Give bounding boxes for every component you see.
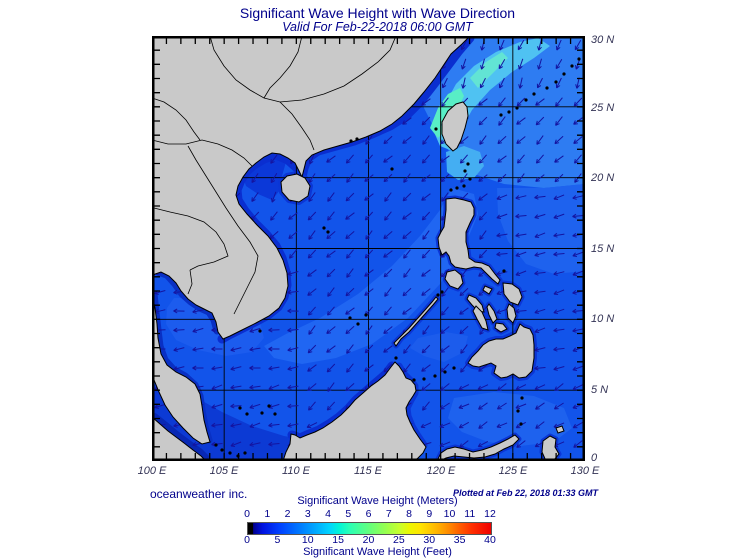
meters-tick-label: 12 <box>484 508 496 520</box>
small-islands <box>214 57 581 458</box>
feet-tick-label: 30 <box>423 534 436 546</box>
lon-label: 120 E <box>426 465 456 477</box>
meters-tick-label: 9 <box>426 508 433 520</box>
degree-ticks <box>154 38 583 459</box>
legend-meters-label: Significant Wave Height (Meters) <box>297 495 458 507</box>
feet-tick-label: 10 <box>301 534 314 546</box>
lon-label: 115 E <box>354 465 382 477</box>
map-frame <box>152 36 585 461</box>
feet-tick-label: 15 <box>332 534 344 546</box>
lat-label: 15 N <box>591 243 615 255</box>
country-borders <box>151 35 397 315</box>
wave-height-colorbar <box>247 522 492 535</box>
meters-tick-label: 0 <box>244 508 250 520</box>
legend-feet-ticks: 0 5 10 15 20 25 30 35 40 <box>244 534 496 546</box>
oceanweather-credit: oceanweather inc. <box>150 487 248 501</box>
meters-tick-label: 7 <box>385 508 392 520</box>
meters-tick-label: 4 <box>325 508 331 520</box>
meters-tick-label: 6 <box>365 508 372 520</box>
lat-label: 10 N <box>591 313 615 325</box>
meters-tick-label: 1 <box>264 508 271 520</box>
meters-tick-label: 10 <box>443 508 456 520</box>
feet-tick-label: 0 <box>244 534 250 546</box>
lat-label: 30 N <box>591 34 615 46</box>
lat-label: 25 N <box>591 102 615 114</box>
lon-label: 125 E <box>498 465 528 477</box>
map-area <box>149 33 585 465</box>
meters-tick-label: 3 <box>304 508 311 520</box>
meters-tick-label: 5 <box>345 508 352 520</box>
feet-tick-label: 35 <box>453 534 466 546</box>
lon-label: 130 E <box>570 465 600 477</box>
legend-feet-label: Significant Wave Height (Feet) <box>303 546 452 558</box>
page-title: Significant Wave Height with Wave Direct… <box>239 5 516 21</box>
feet-tick-label: 25 <box>393 534 405 546</box>
lat-label: 20 N <box>591 172 615 184</box>
lon-label: 110 E <box>282 465 310 477</box>
lat-label: 0 <box>591 452 598 464</box>
feet-tick-label: 20 <box>362 534 375 546</box>
meters-tick-label: 8 <box>406 508 412 520</box>
lon-label: 100 E <box>137 465 167 477</box>
valid-time-subtitle: Valid For Feb-22-2018 06:00 GMT <box>282 20 473 34</box>
feet-tick-label: 5 <box>274 534 281 546</box>
lat-label: 5 N <box>591 384 609 396</box>
feet-tick-label: 40 <box>484 534 496 546</box>
lon-label: 105 E <box>209 465 239 477</box>
wave-map-svg <box>149 33 585 465</box>
land-layer <box>151 35 581 462</box>
plotted-timestamp: Plotted at Feb 22, 2018 01:33 GMT <box>452 488 598 498</box>
meters-tick-label: 2 <box>284 508 291 520</box>
meters-tick-label: 11 <box>464 508 476 520</box>
legend-meters-ticks: 0 1 2 3 4 5 6 7 8 9 10 11 12 <box>244 508 496 520</box>
